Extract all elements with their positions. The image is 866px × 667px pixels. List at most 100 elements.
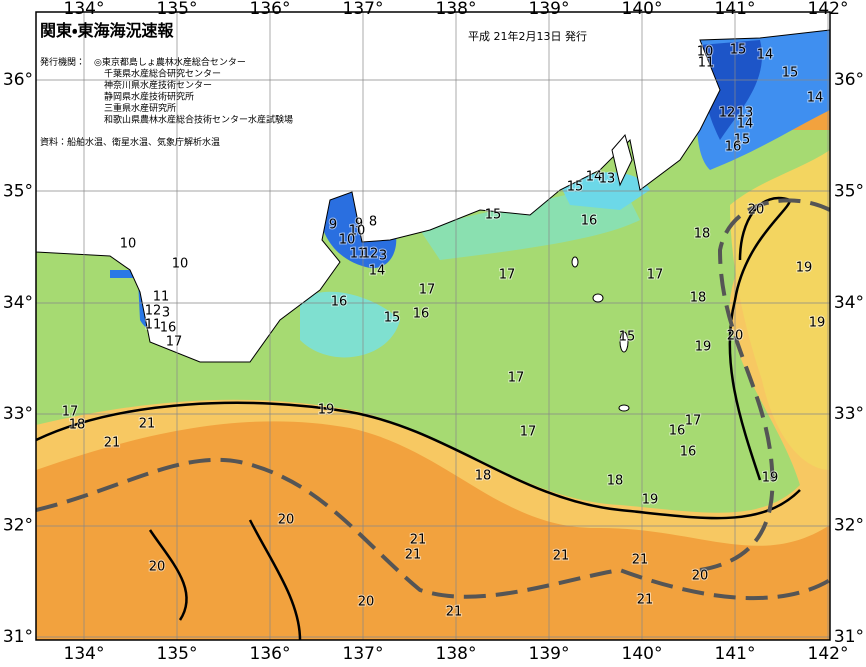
lon-label-bottom: 137° xyxy=(343,644,384,664)
contour-label: 13 xyxy=(599,172,616,187)
lat-label-left: 33° xyxy=(3,404,33,424)
lon-label-top: 142° xyxy=(808,0,849,19)
contour-label: 17 xyxy=(685,414,702,429)
contour-label: 20 xyxy=(748,203,765,218)
contour-label: 21 xyxy=(637,593,654,608)
contour-label: 19 xyxy=(809,316,826,331)
title: 関東・東海海況速報 xyxy=(40,21,174,40)
publisher: 千葉県水産総合研究センター xyxy=(104,68,221,80)
lon-label-bottom: 141° xyxy=(715,644,756,664)
lon-label-bottom: 134° xyxy=(64,644,105,664)
contour-label: 20 xyxy=(727,329,744,344)
contour-label: 15 xyxy=(485,208,502,223)
lat-label-left: 31° xyxy=(3,627,33,647)
lon-label-bottom: 140° xyxy=(622,644,663,664)
contour-label: 17 xyxy=(62,405,79,420)
contour-label: 13 xyxy=(737,106,754,121)
contour-label: 3 xyxy=(379,249,387,264)
contour-label: 17 xyxy=(499,268,516,283)
contour-label: 20 xyxy=(692,569,709,584)
lon-label-bottom: 136° xyxy=(250,644,291,664)
graticule xyxy=(36,12,830,640)
lat-label-right: 33° xyxy=(834,404,864,424)
contour-label: 14 xyxy=(737,117,754,132)
contour-label: 10 xyxy=(339,233,356,248)
contour-label: 11 xyxy=(153,290,170,305)
contour-label: 9 xyxy=(329,218,337,233)
contour-label: 16 xyxy=(331,295,348,310)
contour-label: 14 xyxy=(369,264,386,279)
lat-label-right: 35° xyxy=(834,181,864,201)
contour-label: 17 xyxy=(419,283,436,298)
contour-label: 19 xyxy=(695,340,712,355)
lon-label-top: 137° xyxy=(343,0,384,19)
lon-label-top: 138° xyxy=(436,0,477,19)
contour-label: 19 xyxy=(318,403,335,418)
contour-label: 20 xyxy=(358,595,375,610)
contour-label: 3 xyxy=(162,306,170,321)
lon-label-top: 141° xyxy=(715,0,756,19)
contour-label: 20 xyxy=(278,513,295,528)
contour-label: 9 xyxy=(355,217,363,232)
contour-label: 16 xyxy=(160,321,177,336)
lon-label-top: 140° xyxy=(622,0,663,19)
lon-label-bottom: 135° xyxy=(157,644,198,664)
contour-label: 16 xyxy=(669,424,686,439)
lat-label-left: 32° xyxy=(3,516,33,536)
lat-label-left: 36° xyxy=(3,70,33,90)
lat-label-left: 35° xyxy=(3,181,33,201)
contour-label: 15 xyxy=(619,330,636,345)
publisher: 和歌山県農林水産総合技術センター水産試験場 xyxy=(104,114,293,126)
contour-label: 15 xyxy=(734,133,751,148)
lat-label-right: 36° xyxy=(834,70,864,90)
contour-label: 18 xyxy=(607,474,624,489)
contour-label: 14 xyxy=(757,48,774,63)
current-axis xyxy=(36,198,830,601)
lat-label-right: 31° xyxy=(834,627,864,647)
publisher-label: 発行機関： xyxy=(40,56,85,68)
contour-label: 19 xyxy=(762,471,779,486)
publisher-list: ◎東京都島しょ農林水産総合センター千葉県水産総合研究センター神奈川県水産技術セン… xyxy=(94,56,293,126)
contour-label: 12 xyxy=(719,106,736,121)
lon-label-top: 139° xyxy=(529,0,570,19)
contour-label: 21 xyxy=(553,549,570,564)
publisher: 神奈川県水産技術センター xyxy=(104,79,212,91)
publisher: ◎東京都島しょ農林水産総合センター xyxy=(94,56,246,68)
contour-label: 16 xyxy=(725,140,742,155)
lat-label-right: 34° xyxy=(834,293,864,313)
contour-label: 10 xyxy=(697,45,714,60)
contour-label: 15 xyxy=(384,311,401,326)
contour-label: 10 xyxy=(349,224,366,239)
contour-label: 20 xyxy=(149,560,166,575)
contour-label: 21 xyxy=(104,436,121,451)
contour-label: 17 xyxy=(508,371,525,386)
lon-label-top: 136° xyxy=(250,0,291,19)
contour-label: 15 xyxy=(782,66,799,81)
contour-label: 19 xyxy=(796,261,813,276)
lon-label-top: 135° xyxy=(157,0,198,19)
contour-label: 17 xyxy=(166,335,183,350)
contour-label: 15 xyxy=(567,180,584,195)
contour-label: 12 xyxy=(362,247,379,262)
contour-label: 12 xyxy=(145,304,162,319)
lon-label-bottom: 138° xyxy=(436,644,477,664)
contour-label: 17 xyxy=(647,268,664,283)
lat-label-right: 32° xyxy=(834,516,864,536)
contour-label: 16 xyxy=(413,307,430,322)
sea-surface xyxy=(36,12,830,640)
contour-label: 11 xyxy=(350,247,367,262)
contour-label: 16 xyxy=(680,445,697,460)
lon-label-bottom: 142° xyxy=(808,644,849,664)
contour-label: 8 xyxy=(369,215,377,230)
data-source: 資料：船舶水温、衛星水温、気象庁解析水温 xyxy=(40,136,220,148)
lat-label-left: 34° xyxy=(3,293,33,313)
contour-label: 14 xyxy=(807,91,824,106)
lon-label-top: 134° xyxy=(64,0,105,19)
contour-label: 21 xyxy=(410,533,427,548)
contour-label: 11 xyxy=(145,318,162,333)
contour-label: 15 xyxy=(730,43,747,58)
contour-label: 18 xyxy=(694,227,711,242)
contour-label: 19 xyxy=(642,493,659,508)
